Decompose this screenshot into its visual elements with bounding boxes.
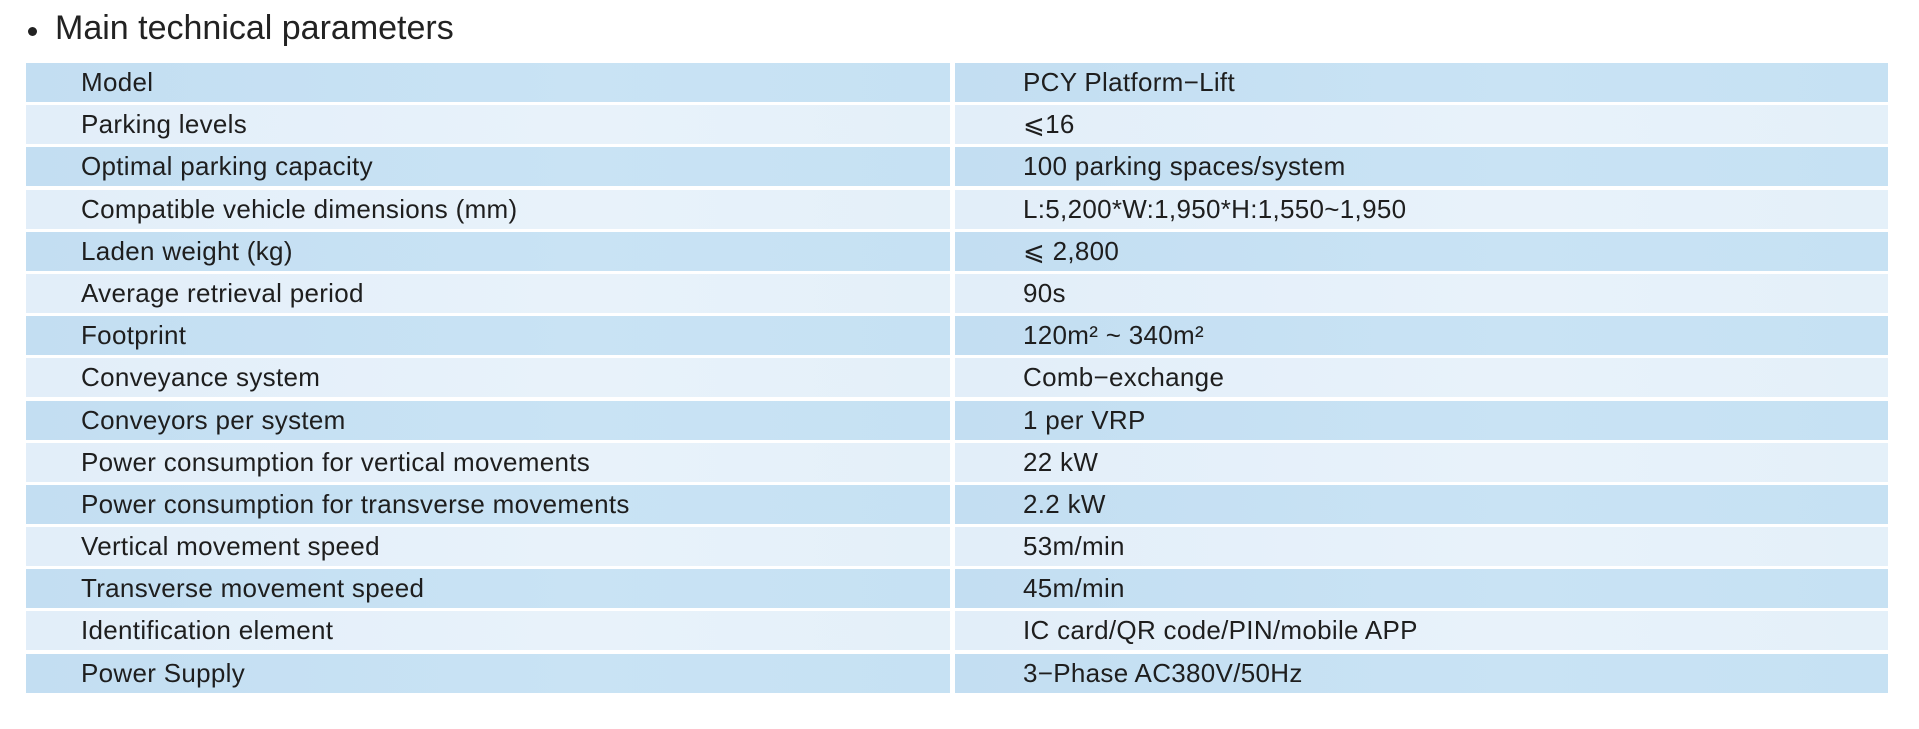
parameter-value: 100 parking spaces/system [955,147,1888,187]
table-row: Model PCY Platform−Lift [26,63,1888,102]
parameter-label: Power consumption for vertical movements [26,442,950,482]
table-row: Power consumption for vertical movements… [26,442,1888,482]
parameter-label: Optimal parking capacity [26,147,950,187]
parameter-value: ⩽ 2,800 [955,231,1888,271]
table-row: Footprint 120m² ~ 340m² [26,316,1888,356]
parameter-value: 45m/min [955,569,1888,609]
table-row: Vertical movement speed 53m/min [26,527,1888,567]
section-title: Main technical parameters [28,6,454,50]
parameter-value: 120m² ~ 340m² [955,316,1888,356]
parameter-label: Compatible vehicle dimensions (mm) [26,189,950,229]
parameter-value: ⩽16 [955,105,1888,145]
parameter-value: L:5,200*W:1,950*H:1,550~1,950 [955,189,1888,229]
parameter-label: Laden weight (kg) [26,231,950,271]
parameter-label: Conveyors per system [26,400,950,440]
parameter-value: 90s [955,273,1888,313]
table-row: Transverse movement speed 45m/min [26,569,1888,609]
parameter-value: 1 per VRP [955,400,1888,440]
table-row: Power consumption for transverse movemen… [26,484,1888,524]
table-row: Optimal parking capacity 100 parking spac… [26,147,1888,187]
table-row: Conveyance system Comb−exchange [26,358,1888,398]
parameter-value: PCY Platform−Lift [955,63,1888,102]
parameter-label: Footprint [26,316,950,356]
parameter-value: IC card/QR code/PIN/mobile APP [955,611,1888,651]
table-row: Conveyors per system 1 per VRP [26,400,1888,440]
parameter-label: Identification element [26,611,950,651]
parameter-value: 22 kW [955,442,1888,482]
table-row: Identification element IC card/QR code/PI… [26,611,1888,651]
parameter-label: Conveyance system [26,358,950,398]
bullet-icon [28,26,37,36]
parameters-table: Model PCY Platform−Lift Parking levels ⩽16 O… [26,63,1888,696]
parameter-value: Comb−exchange [955,358,1888,398]
parameter-value: 3−Phase AC380V/50Hz [955,653,1888,693]
parameter-label: Model [26,63,950,102]
table-row: Laden weight (kg) ⩽ 2,800 [26,231,1888,271]
table-row: Average retrieval period 90s [26,273,1888,313]
table-row: Power Supply 3−Phase AC380V/50Hz [26,653,1888,693]
parameter-label: Power Supply [26,653,950,693]
table-row: Parking levels ⩽16 [26,105,1888,145]
parameter-label: Average retrieval period [26,273,950,313]
section-title-text: Main technical parameters [55,9,454,47]
parameter-label: Vertical movement speed [26,527,950,567]
table-row: Compatible vehicle dimensions (mm) L:5,20… [26,189,1888,229]
parameter-label: Power consumption for transverse movemen… [26,484,950,524]
parameter-label: Transverse movement speed [26,569,950,609]
parameter-value: 53m/min [955,527,1888,567]
parameter-label: Parking levels [26,105,950,145]
parameter-value: 2.2 kW [955,484,1888,524]
